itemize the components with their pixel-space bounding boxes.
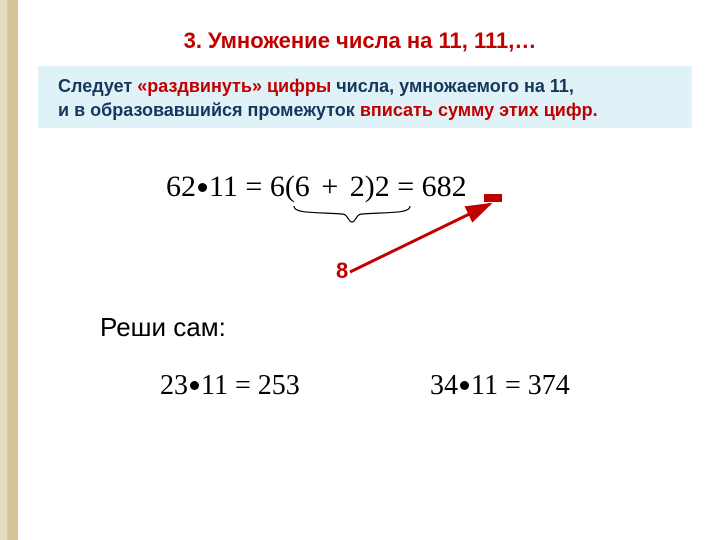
ex2-eq: =: [505, 370, 528, 401]
multiply-dot-icon: [190, 381, 199, 390]
exercise-2: 34 11 = 374: [430, 370, 570, 402]
eq-plus: +: [321, 170, 338, 203]
exercise-1: 23 11 = 253: [160, 370, 300, 402]
left-accent-strip: [0, 0, 18, 540]
solve-yourself-label: Реши сам:: [100, 312, 226, 343]
rule-text-2: числа, умножаемого на 11,: [331, 76, 574, 96]
ex2-a: 34: [430, 370, 458, 401]
ex1-r: 253: [258, 370, 300, 401]
ex2-r: 374: [528, 370, 570, 401]
slide-title: 3. Умножение числа на 11, 111,…: [0, 28, 720, 54]
arrow-icon: [344, 198, 504, 278]
multiply-dot-icon: [460, 381, 469, 390]
rule-highlight-1: «раздвинуть» цифры: [137, 76, 331, 96]
ex1-b: 11: [201, 370, 228, 401]
rule-text-1: Следует: [58, 76, 137, 96]
rule-box: Следует «раздвинуть» цифры числа, умножа…: [38, 66, 692, 128]
eq-lhs-b: 11: [209, 170, 238, 203]
ex1-eq: =: [235, 370, 258, 401]
eq-lhs-a: 62: [166, 170, 196, 203]
ex2-b: 11: [471, 370, 498, 401]
eq-mid-1: 6(6: [270, 170, 310, 203]
rule-highlight-2: вписать сумму этих цифр.: [360, 100, 598, 120]
rule-text-3: и в образовавшийся промежуток: [58, 100, 360, 120]
multiply-dot-icon: [198, 183, 207, 192]
ex1-a: 23: [160, 370, 188, 401]
equals-1: =: [245, 170, 269, 203]
